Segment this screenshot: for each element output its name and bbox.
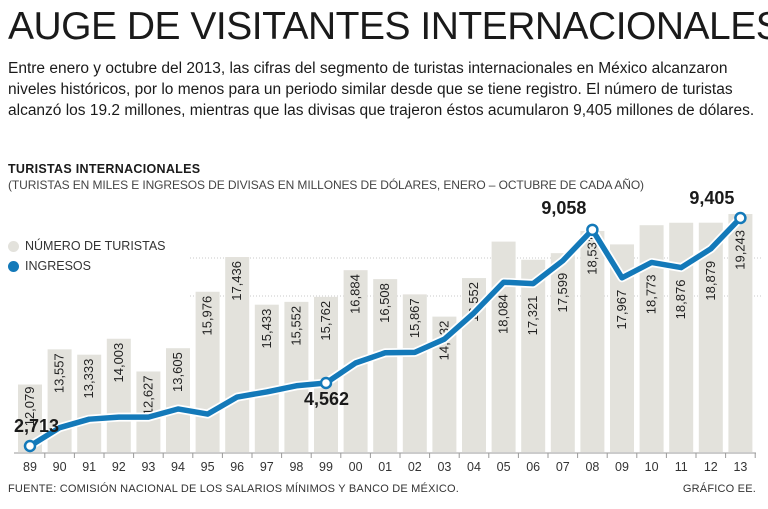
bar-label-94: 13,605	[170, 352, 185, 392]
callout-dot-08	[586, 223, 599, 237]
x-tick-05: 05	[497, 460, 511, 474]
x-tick-98: 98	[289, 460, 303, 474]
chart-subtitle: (TURISTAS EN MILES E INGRESOS DE DIVISAS…	[8, 178, 644, 192]
intro-paragraph: Entre enero y octubre del 2013, las cifr…	[8, 60, 755, 119]
callout-dot-89	[23, 439, 37, 453]
legend: NÚMERO DE TURISTAS INGRESOS	[8, 236, 166, 276]
bar-94	[166, 348, 190, 452]
bar-label-10: 18,773	[644, 274, 659, 314]
x-tick-10: 10	[645, 460, 659, 474]
source-note: FUENTE: COMISIÓN NACIONAL DE LOS SALARIO…	[8, 483, 460, 495]
x-tick-12: 12	[704, 460, 718, 474]
legend-label-turistas: NÚMERO DE TURISTAS	[25, 239, 166, 253]
bar-label-12: 18,879	[703, 261, 718, 301]
bar-96	[225, 257, 250, 452]
callout-label-13: 9,405	[689, 188, 734, 208]
bar-06	[521, 259, 546, 452]
bar-91	[77, 354, 102, 452]
bar-92	[106, 338, 131, 452]
x-tick-07: 07	[556, 460, 570, 474]
callout-dot-99	[319, 376, 333, 390]
bar-label-02: 15,867	[407, 298, 422, 338]
x-tick-93: 93	[141, 460, 155, 474]
legend-swatch-bars	[8, 240, 19, 252]
bar-label-09: 17,967	[614, 290, 629, 330]
bar-label-06: 17,321	[525, 296, 540, 336]
bar-label-91: 13,333	[81, 359, 96, 399]
x-tick-11: 11	[675, 460, 688, 474]
x-tick-01: 01	[378, 460, 392, 474]
graphic-credit: GRÁFICO EE.	[682, 483, 756, 495]
bar-label-99: 15,762	[318, 301, 333, 341]
bar-08	[580, 230, 605, 452]
callout-label-99: 4,562	[304, 389, 349, 409]
x-tick-99: 99	[319, 460, 333, 474]
bar-07	[550, 253, 575, 452]
bar-label-97: 15,433	[259, 309, 274, 349]
x-tick-94: 94	[171, 460, 185, 474]
x-tick-09: 09	[615, 460, 629, 474]
x-tick-00: 00	[349, 460, 363, 474]
x-tick-95: 95	[201, 460, 215, 474]
x-tick-04: 04	[467, 460, 481, 474]
bar-02	[402, 294, 427, 452]
bar-label-13: 19,243	[732, 230, 747, 270]
x-tick-02: 02	[408, 460, 422, 474]
income-line	[27, 215, 744, 449]
bar-label-08: 18,531	[584, 235, 599, 275]
bar-label-05: 18,084	[496, 294, 511, 334]
callout-dot-13	[734, 211, 747, 225]
legend-item-ingresos: INGRESOS	[8, 256, 166, 276]
bar-label-89: 12,079	[22, 387, 37, 427]
bar-01	[373, 279, 398, 452]
bar-95	[195, 291, 220, 452]
bar-97	[254, 304, 279, 452]
headline: AUGE DE VISITANTES INTERNACIONALES	[8, 5, 768, 48]
callout-label-08: 9,058	[541, 198, 586, 218]
bar-label-96: 17,436	[229, 261, 244, 301]
x-tick-03: 03	[437, 460, 451, 474]
x-tick-89: 89	[23, 460, 37, 474]
x-tick-06: 06	[526, 460, 540, 474]
x-tick-08: 08	[585, 460, 599, 474]
bar-label-01: 16,508	[377, 283, 392, 323]
legend-label-ingresos: INGRESOS	[25, 259, 91, 273]
bar-98	[284, 301, 309, 452]
bar-label-11: 18,876	[673, 280, 688, 320]
bar-label-93: 12,627	[140, 375, 155, 415]
x-tick-97: 97	[260, 460, 274, 474]
x-tick-90: 90	[53, 460, 67, 474]
chart-title: TURISTAS INTERNACIONALES	[8, 162, 201, 176]
x-tick-91: 91	[82, 460, 96, 474]
bar-12	[698, 222, 723, 452]
bar-label-95: 15,976	[200, 296, 215, 336]
bar-13	[728, 214, 753, 452]
bar-label-00: 16,884	[348, 274, 363, 314]
legend-item-turistas: NÚMERO DE TURISTAS	[8, 236, 166, 256]
bar-label-92: 14,003	[111, 343, 126, 383]
x-tick-96: 96	[230, 460, 244, 474]
callout-label-89: 2,713	[14, 416, 59, 436]
bar-05	[491, 241, 516, 452]
x-tick-92: 92	[112, 460, 126, 474]
legend-swatch-line	[8, 260, 19, 272]
x-tick-13: 13	[733, 460, 747, 474]
bar-label-98: 15,552	[288, 306, 303, 346]
bar-label-07: 17,599	[555, 273, 570, 313]
bar-label-90: 13,557	[52, 353, 67, 393]
